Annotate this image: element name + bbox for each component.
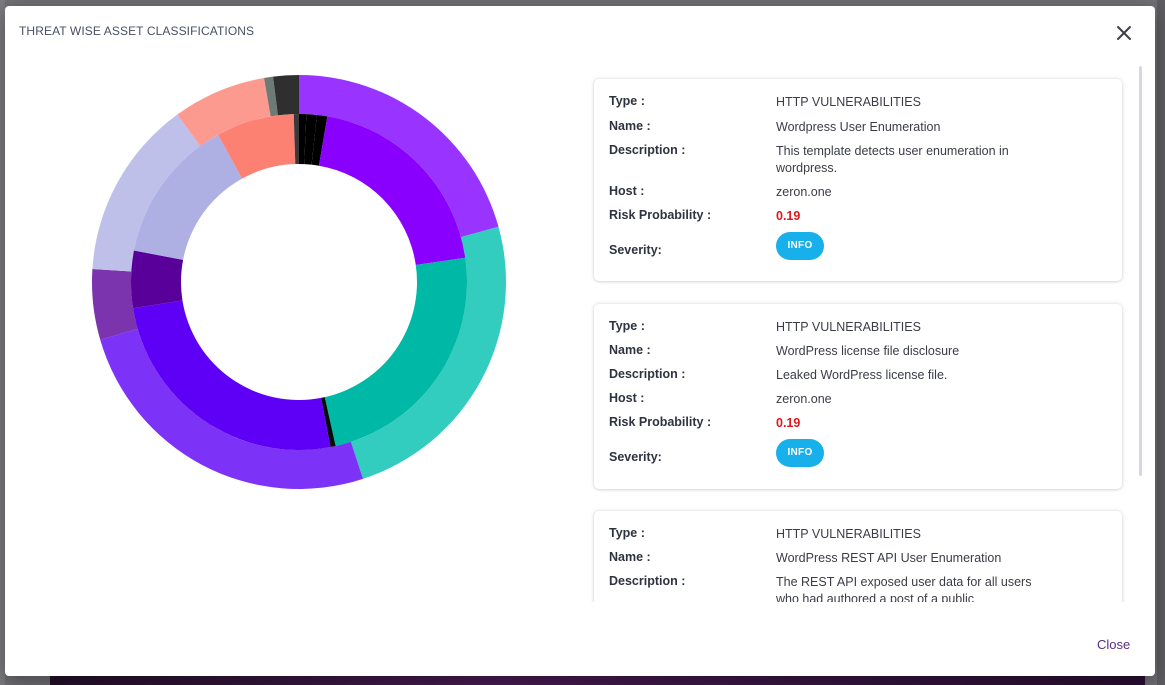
inner-ring-segment-9[interactable] [218, 114, 296, 179]
outer-ring-segment-5[interactable] [177, 77, 271, 147]
severity-label: Severity: [609, 243, 662, 257]
outer-ring-segment-3[interactable] [92, 269, 138, 340]
asset-sunburst-chart [87, 70, 511, 494]
finding-card: Type : HTTP VULNERABILITIES Name : Wordp… [594, 79, 1122, 281]
type-value: HTTP VULNERABILITIES [776, 527, 921, 541]
name-value: WordPress license file disclosure [776, 344, 960, 358]
outer-ring-segment-0[interactable] [299, 75, 499, 238]
outer-ring-segment-2[interactable] [100, 328, 363, 490]
name-label: Name : [609, 119, 651, 133]
backdrop-edge-left [0, 0, 5, 685]
backdrop-strip [50, 673, 1145, 685]
description-value: The REST API exposed user data for all u… [776, 575, 1032, 602]
description-label: Description : [609, 574, 686, 588]
inner-ring-segment-3[interactable] [318, 116, 466, 266]
risk-label: Risk Probability : [609, 415, 712, 429]
backdrop-edge-right [1157, 0, 1165, 685]
type-label: Type : [609, 319, 645, 333]
type-value: HTTP VULNERABILITIES [776, 95, 921, 109]
inner-ring-segment-10[interactable] [293, 114, 299, 165]
finding-card: Type : HTTP VULNERABILITIES Name : WordP… [594, 304, 1122, 489]
inner-ring-segment-5[interactable] [321, 397, 336, 448]
inner-ring-segment-8[interactable] [133, 134, 243, 260]
inner-ring-segment-6[interactable] [133, 300, 331, 451]
severity-badge: INFO [776, 439, 824, 467]
outer-ring-segment-4[interactable] [92, 114, 201, 272]
host-label: Host : [609, 184, 645, 198]
risk-label: Risk Probability : [609, 208, 712, 222]
risk-value: 0.19 [776, 209, 801, 223]
host-value: zeron.one [776, 185, 832, 199]
host-label: Host : [609, 391, 645, 405]
type-value: HTTP VULNERABILITIES [776, 320, 921, 334]
description-value: This template detects user enumeration i… [776, 144, 1009, 175]
type-label: Type : [609, 94, 645, 108]
name-value: Wordpress User Enumeration [776, 120, 941, 134]
severity-label: Severity: [609, 450, 662, 464]
risk-value: 0.19 [776, 416, 801, 430]
name-label: Name : [609, 550, 651, 564]
inner-ring-segment-1[interactable] [304, 114, 317, 165]
type-label: Type : [609, 526, 645, 540]
name-value: WordPress REST API User Enumeration [776, 551, 1002, 565]
inner-ring-segment-4[interactable] [324, 257, 467, 446]
host-value: zeron.one [776, 392, 832, 406]
outer-ring-segment-1[interactable] [350, 226, 507, 479]
description-label: Description : [609, 143, 686, 157]
scrollbar[interactable] [1139, 66, 1142, 476]
severity-badge: INFO [776, 232, 824, 260]
outer-ring-segment-6[interactable] [264, 76, 278, 117]
description-label: Description : [609, 367, 686, 381]
modal-title: THREAT WISE ASSET CLASSIFICATIONS [19, 24, 255, 38]
inner-ring-segment-7[interactable] [131, 250, 184, 309]
inner-ring-segment-2[interactable] [311, 114, 328, 166]
close-icon[interactable] [1113, 22, 1135, 44]
outer-ring-segment-7[interactable] [273, 75, 299, 116]
description-value: Leaked WordPress license file. [776, 368, 948, 382]
asset-classification-modal: THREAT WISE ASSET CLASSIFICATIONS Type :… [5, 6, 1155, 676]
finding-card: Type : HTTP VULNERABILITIES Name : WordP… [594, 511, 1122, 602]
findings-list: Type : HTTP VULNERABILITIES Name : Wordp… [588, 68, 1148, 602]
close-button[interactable]: Close [1097, 637, 1131, 652]
inner-ring-segment-0[interactable] [299, 114, 307, 165]
name-label: Name : [609, 343, 651, 357]
